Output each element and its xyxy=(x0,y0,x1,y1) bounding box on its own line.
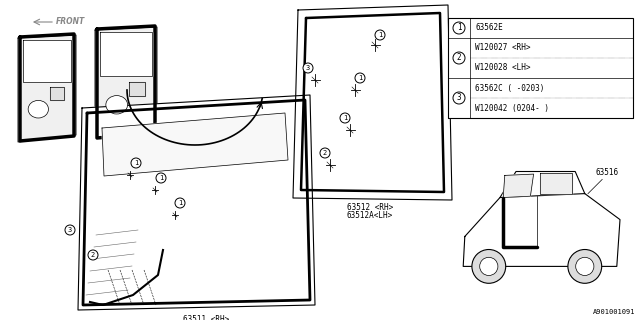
Text: 2: 2 xyxy=(323,150,327,156)
Text: A901001091: A901001091 xyxy=(593,309,635,315)
Text: 2: 2 xyxy=(457,53,461,62)
Ellipse shape xyxy=(28,100,49,118)
Circle shape xyxy=(88,250,98,260)
Polygon shape xyxy=(503,174,534,197)
Polygon shape xyxy=(463,194,620,266)
Text: 3: 3 xyxy=(68,227,72,233)
Text: FRONT: FRONT xyxy=(56,18,85,27)
Circle shape xyxy=(320,148,330,158)
Polygon shape xyxy=(95,27,157,139)
Text: 1: 1 xyxy=(159,175,163,181)
Polygon shape xyxy=(50,87,65,100)
Text: 1: 1 xyxy=(358,75,362,81)
Ellipse shape xyxy=(106,96,127,114)
Circle shape xyxy=(472,250,506,283)
Text: 63511 <RH>: 63511 <RH> xyxy=(183,315,229,320)
Polygon shape xyxy=(293,5,452,200)
Polygon shape xyxy=(23,40,71,82)
Text: 1: 1 xyxy=(378,32,382,38)
Text: W120042 (0204- ): W120042 (0204- ) xyxy=(475,103,549,113)
Text: 2: 2 xyxy=(91,252,95,258)
Circle shape xyxy=(453,52,465,64)
Circle shape xyxy=(453,92,465,104)
Polygon shape xyxy=(78,95,315,310)
Bar xyxy=(448,18,633,118)
Polygon shape xyxy=(500,172,585,197)
Text: W120027 <RH>: W120027 <RH> xyxy=(475,44,531,52)
Circle shape xyxy=(131,158,141,168)
Circle shape xyxy=(303,63,313,73)
Circle shape xyxy=(340,113,350,123)
Text: W120028 <LH>: W120028 <LH> xyxy=(475,63,531,73)
Circle shape xyxy=(576,257,594,276)
Circle shape xyxy=(453,22,465,34)
Text: 63512 <RH>: 63512 <RH> xyxy=(347,203,393,212)
Circle shape xyxy=(480,257,498,276)
Text: 1: 1 xyxy=(134,160,138,166)
Polygon shape xyxy=(129,82,145,96)
Circle shape xyxy=(568,250,602,283)
Circle shape xyxy=(65,225,75,235)
Polygon shape xyxy=(102,113,288,176)
Polygon shape xyxy=(18,35,76,142)
Text: 1: 1 xyxy=(457,23,461,33)
Text: 63562C ( -0203): 63562C ( -0203) xyxy=(475,84,545,92)
Text: 1: 1 xyxy=(178,200,182,206)
Circle shape xyxy=(375,30,385,40)
Text: 63516: 63516 xyxy=(596,168,619,177)
Text: 63512A<LH>: 63512A<LH> xyxy=(347,211,393,220)
Text: 63562E: 63562E xyxy=(475,23,503,33)
Circle shape xyxy=(355,73,365,83)
Text: 1: 1 xyxy=(343,115,347,121)
Circle shape xyxy=(156,173,166,183)
Polygon shape xyxy=(540,173,572,194)
Text: 3: 3 xyxy=(306,65,310,71)
Polygon shape xyxy=(100,32,152,76)
Circle shape xyxy=(175,198,185,208)
Text: 3: 3 xyxy=(457,93,461,102)
